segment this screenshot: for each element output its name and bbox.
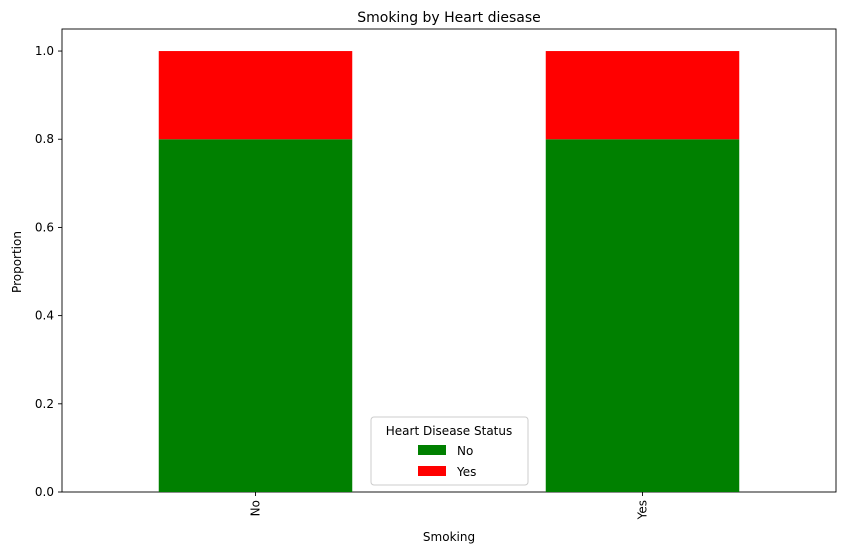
y-tick-label: 0.0 [35,485,54,499]
y-tick-label: 0.8 [35,132,54,146]
x-tick-label: Yes [636,500,650,520]
bar-yes-yes [545,51,740,140]
legend-label-yes: Yes [456,465,476,479]
x-axis: No Yes [249,492,650,520]
bar-no-yes [158,51,353,140]
y-tick-label: 0.2 [35,397,54,411]
plot-area [61,28,837,493]
x-axis-label: Smoking [423,530,475,544]
legend-swatch-no [418,445,446,455]
plot-frame [61,28,837,493]
y-axis-label: Proportion [10,231,24,293]
chart-title: Smoking by Heart diesase [357,10,541,26]
x-tick-label: No [249,500,263,516]
legend-items: No Yes [418,444,476,479]
legend-label-no: No [457,444,473,458]
legend-box [370,416,529,486]
y-tick-label: 0.4 [35,309,54,323]
legend-title: Heart Disease Status [386,424,512,438]
bar-no-no [158,139,353,492]
bar-yes-no [545,139,740,492]
y-tick-label: 0.6 [35,220,54,234]
y-axis: 0.0 0.2 0.4 0.6 0.8 1.0 [35,44,62,499]
legend-swatch-yes [418,466,446,476]
y-tick-label: 1.0 [35,44,54,58]
bars [158,51,740,492]
legend: Heart Disease Status No Yes [370,416,529,486]
